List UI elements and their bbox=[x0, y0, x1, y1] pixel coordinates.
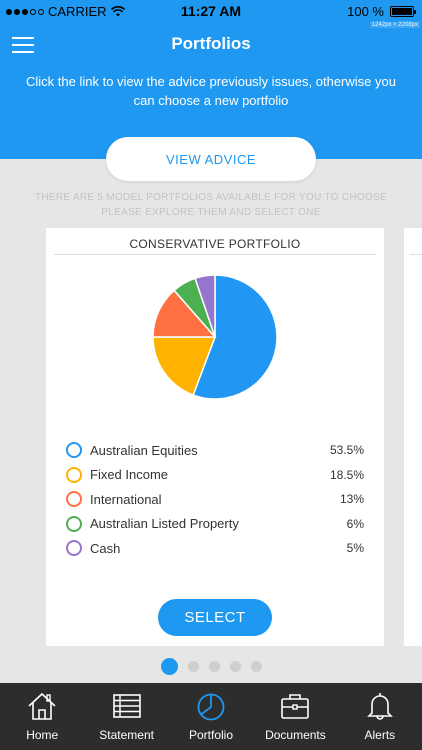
legend-label: Fixed Income bbox=[90, 467, 169, 483]
tab-documents-label: Documents bbox=[265, 728, 326, 742]
allocation-legend: Australian Equities 53.5% Fixed Income 18.5… bbox=[66, 438, 364, 561]
legend-color-ring-icon bbox=[66, 515, 82, 532]
legend-color-ring-icon bbox=[66, 540, 82, 557]
allocation-pie-chart bbox=[152, 274, 278, 400]
dimension-tag: 1242px × 2208px bbox=[369, 22, 420, 28]
pie-slice-fixed-income bbox=[152, 336, 217, 396]
pie-slice-australian-equities bbox=[192, 274, 278, 400]
select-button[interactable]: SELECT bbox=[158, 599, 272, 636]
portfolio-icon bbox=[197, 693, 225, 721]
status-bar: CARRIER 11:27 AM 100 % bbox=[0, 0, 422, 22]
legend-color-ring-icon bbox=[66, 442, 82, 459]
tab-alerts-label: Alerts bbox=[364, 728, 396, 742]
legend-label: Cash bbox=[90, 540, 121, 556]
portfolio-info-text: THERE ARE 5 MODEL PORTFOLIOS AVAILABLE F… bbox=[34, 192, 388, 218]
header-subtitle: Click the link to view the advice previo… bbox=[26, 74, 396, 108]
tab-documents[interactable]: Documents bbox=[253, 683, 337, 750]
legend-item: International 13% bbox=[66, 487, 364, 512]
documents-icon bbox=[281, 694, 310, 719]
card-title: CONSERVATIVE PORTFOLIO bbox=[129, 237, 301, 251]
tab-bar: Home Statement Portfolio Documents bbox=[0, 683, 422, 750]
tab-statement-label: Statement bbox=[99, 728, 154, 742]
battery-percent: 100 % bbox=[347, 4, 384, 19]
legend-value: 6% bbox=[346, 516, 364, 531]
page-indicator bbox=[0, 658, 422, 675]
legend-value: 13% bbox=[339, 492, 364, 507]
signal-strength-icon bbox=[6, 8, 44, 15]
header: Portfolios Click the link to view the ad… bbox=[0, 22, 422, 159]
legend-item: Fixed Income 18.5% bbox=[66, 463, 364, 488]
pie-slice-international bbox=[152, 289, 217, 338]
wifi-icon bbox=[110, 6, 125, 17]
page-dot[interactable] bbox=[208, 661, 220, 672]
tab-statement[interactable]: Statement bbox=[84, 683, 168, 750]
legend-color-ring-icon bbox=[66, 491, 82, 508]
tab-portfolio-label: Portfolio bbox=[189, 728, 234, 742]
tab-alerts[interactable]: Alerts bbox=[338, 683, 422, 750]
bell-icon bbox=[366, 693, 393, 720]
home-icon bbox=[28, 692, 56, 720]
next-portfolio-card-peek[interactable] bbox=[404, 228, 422, 646]
legend-item: Australian Equities 53.5% bbox=[66, 438, 364, 463]
battery-icon bbox=[390, 6, 416, 17]
tab-home[interactable]: Home bbox=[0, 683, 84, 750]
legend-value: 18.5% bbox=[329, 467, 364, 482]
legend-value: 5% bbox=[346, 541, 364, 556]
pie-slice-cash bbox=[194, 274, 216, 338]
page-dot[interactable] bbox=[160, 658, 178, 675]
carrier-label: CARRIER bbox=[48, 4, 107, 19]
legend-color-ring-icon bbox=[66, 466, 82, 483]
legend-label: International bbox=[90, 491, 162, 507]
tab-portfolio[interactable]: Portfolio bbox=[169, 683, 253, 750]
legend-item: Cash 5% bbox=[66, 536, 364, 561]
page-title: Portfolios bbox=[171, 34, 251, 53]
page-dot[interactable] bbox=[250, 661, 262, 672]
tab-home-label: Home bbox=[26, 728, 59, 742]
clock: 11:27 AM bbox=[180, 3, 242, 19]
legend-label: Australian Listed Property bbox=[90, 516, 239, 532]
page-dot[interactable] bbox=[187, 661, 199, 672]
signal-carrier: CARRIER bbox=[6, 4, 125, 19]
portfolio-card[interactable]: CONSERVATIVE PORTFOLIO Australian Equiti… bbox=[46, 228, 384, 646]
legend-label: Australian Equities bbox=[90, 442, 198, 458]
hamburger-menu-icon[interactable] bbox=[12, 37, 34, 53]
legend-item: Australian Listed Property 6% bbox=[66, 512, 364, 537]
view-advice-button[interactable]: VIEW ADVICE bbox=[106, 137, 316, 181]
statement-icon bbox=[112, 694, 141, 718]
legend-value: 53.5% bbox=[329, 443, 364, 458]
page-dot[interactable] bbox=[229, 661, 241, 672]
divider bbox=[54, 254, 376, 255]
